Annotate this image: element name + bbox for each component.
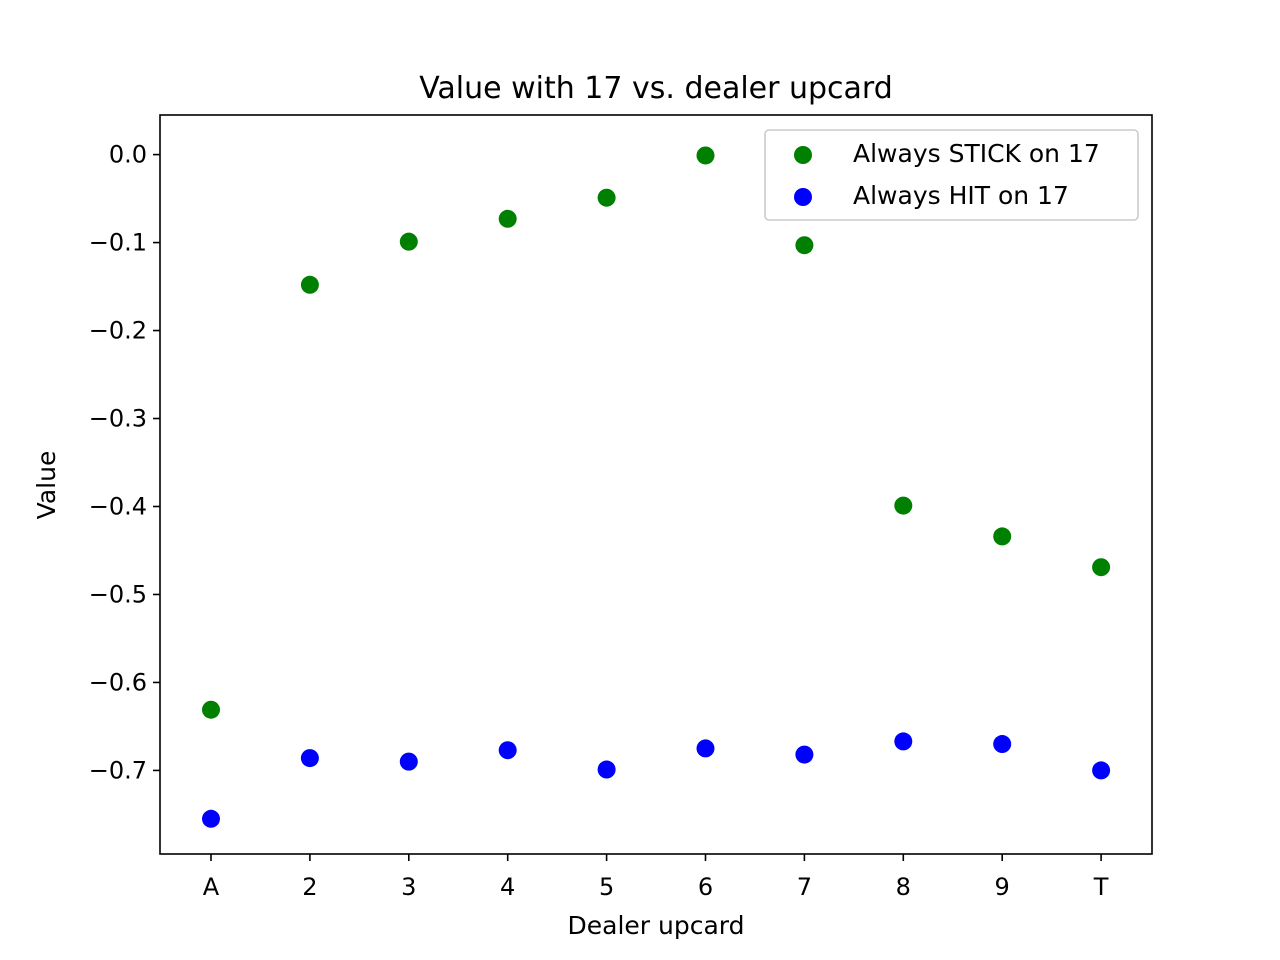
hit-point-5 xyxy=(597,760,616,779)
x-tick-label: 2 xyxy=(302,873,317,901)
data-points xyxy=(202,146,1111,828)
x-tick-label: 9 xyxy=(995,873,1010,901)
stick-point-A xyxy=(202,700,220,719)
y-axis: 0.0 −0.1 −0.2 −0.3 −0.4 −0.5 −0.6 −0.7 xyxy=(89,141,160,784)
hit-point-6 xyxy=(696,739,715,758)
legend-label-stick: Always STICK on 17 xyxy=(853,139,1100,168)
chart-title: Value with 17 vs. dealer upcard xyxy=(419,71,893,106)
y-tick-label: −0.7 xyxy=(89,756,147,784)
x-tick-label: 6 xyxy=(698,873,713,901)
x-axis: A 2 3 4 5 6 7 8 9 T xyxy=(203,854,1109,901)
y-tick-label: −0.6 xyxy=(89,668,147,696)
y-axis-label: Value xyxy=(32,451,61,520)
legend-label-hit: Always HIT on 17 xyxy=(853,181,1069,210)
hit-point-3 xyxy=(399,752,418,771)
plot-area xyxy=(159,114,1153,855)
x-tick-label: A xyxy=(203,873,220,901)
stick-point-4 xyxy=(498,209,517,228)
stick-point-5 xyxy=(597,188,616,207)
y-tick-label: −0.3 xyxy=(89,405,147,433)
legend: Always STICK on 17 Always HIT on 17 xyxy=(764,129,1139,221)
legend-frame xyxy=(764,129,1139,221)
legend-marker-stick xyxy=(794,146,812,164)
y-tick-label: −0.1 xyxy=(89,229,147,257)
stick-point-8 xyxy=(894,496,913,515)
y-tick-label: −0.5 xyxy=(89,580,147,608)
hit-point-4 xyxy=(498,741,517,760)
stick-point-9 xyxy=(993,527,1012,546)
x-tick-label: 4 xyxy=(500,873,515,901)
y-tick-label: 0.0 xyxy=(109,141,147,169)
x-tick-label: 3 xyxy=(401,873,416,901)
stick-point-T xyxy=(1092,558,1111,577)
x-axis-label: Dealer upcard xyxy=(568,911,745,940)
plot-frame xyxy=(159,114,1153,855)
stick-point-3 xyxy=(399,232,418,251)
x-tick-label: 5 xyxy=(599,873,614,901)
hit-point-7 xyxy=(795,745,814,764)
legend-marker-hit xyxy=(794,188,812,206)
y-tick-label: −0.4 xyxy=(89,492,147,520)
x-tick-label: 8 xyxy=(896,873,911,901)
hit-point-9 xyxy=(993,735,1012,754)
hit-point-8 xyxy=(894,732,913,751)
stick-point-6 xyxy=(696,146,715,165)
x-tick-label: 7 xyxy=(797,873,812,901)
stick-point-7 xyxy=(795,236,814,255)
hit-point-2 xyxy=(300,749,319,768)
y-tick-label: −0.2 xyxy=(89,317,147,345)
x-tick-label: T xyxy=(1093,873,1109,901)
hit-point-A xyxy=(202,809,220,828)
stick-point-2 xyxy=(300,275,319,294)
hit-point-T xyxy=(1092,761,1111,780)
